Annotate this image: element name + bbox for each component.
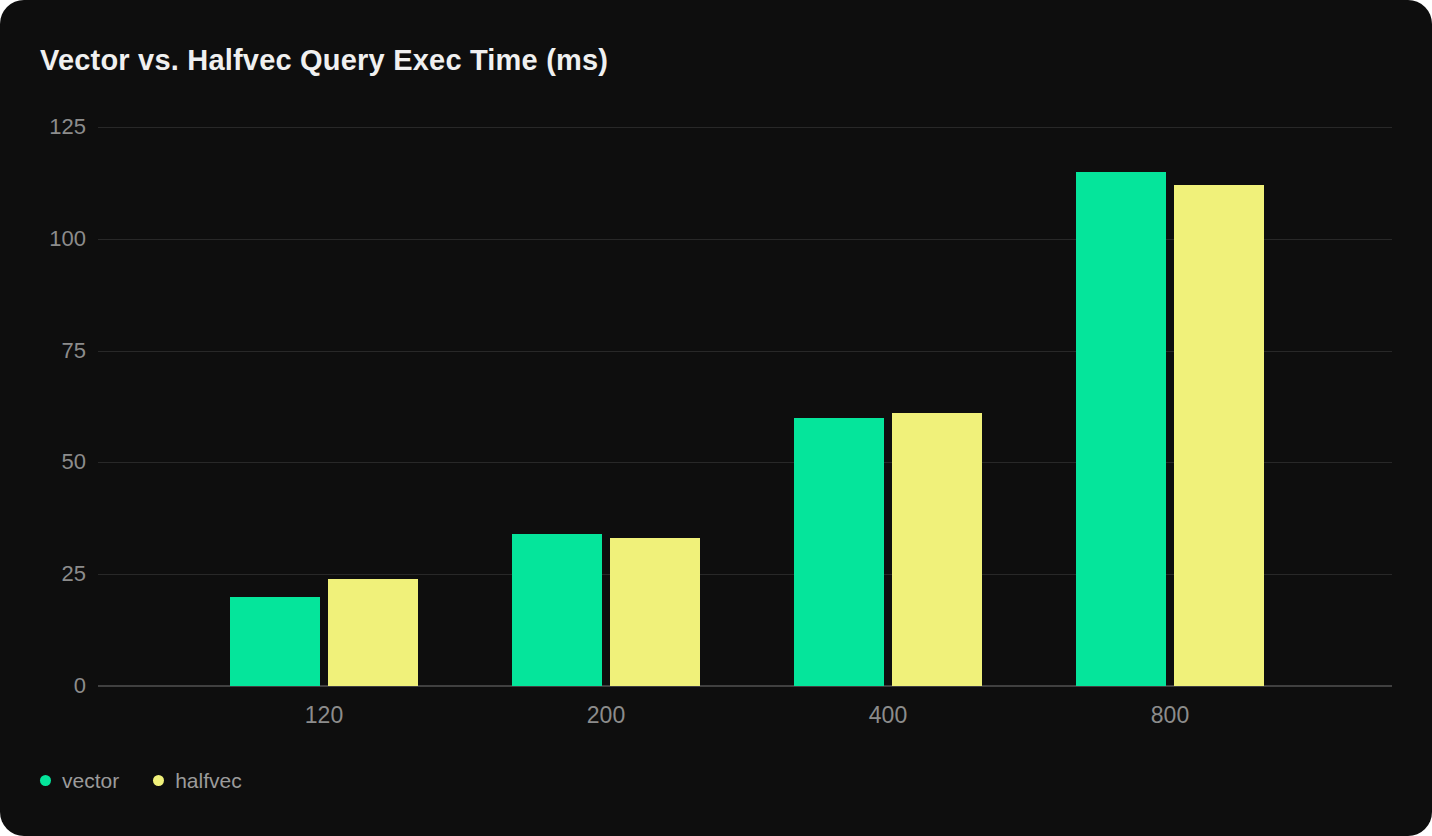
bar-halfvec-120 xyxy=(328,579,418,686)
x-axis-tick-800: 800 xyxy=(1151,704,1189,727)
bar-vector-120 xyxy=(230,597,320,686)
legend-item-vector[interactable]: vector xyxy=(40,770,119,791)
legend-item-halfvec[interactable]: halfvec xyxy=(153,770,242,791)
x-axis-tick-120: 120 xyxy=(305,704,343,727)
x-axis-tick-200: 200 xyxy=(587,704,625,727)
y-axis-tick-0: 0 xyxy=(0,675,86,697)
legend-dot-halfvec-icon xyxy=(153,775,164,786)
chart-card: Vector vs. Halfvec Query Exec Time (ms) … xyxy=(0,0,1432,836)
y-axis-tick-50: 50 xyxy=(0,451,86,473)
y-axis-tick-75: 75 xyxy=(0,340,86,362)
legend-dot-vector-icon xyxy=(40,775,51,786)
bar-halfvec-400 xyxy=(892,413,982,686)
bar-halfvec-800 xyxy=(1174,185,1264,686)
y-axis-tick-100: 100 xyxy=(0,228,86,250)
bar-halfvec-200 xyxy=(610,538,700,686)
x-axis-tick-400: 400 xyxy=(869,704,907,727)
y-axis-tick-25: 25 xyxy=(0,563,86,585)
bar-vector-200 xyxy=(512,534,602,686)
y-axis-tick-125: 125 xyxy=(0,116,86,138)
chart-legend: vector halfvec xyxy=(40,770,242,791)
legend-label-vector: vector xyxy=(62,770,119,791)
bar-vector-800 xyxy=(1076,172,1166,686)
legend-label-halfvec: halfvec xyxy=(175,770,242,791)
bar-vector-400 xyxy=(794,418,884,686)
bar-chart-plot-area: 0 25 50 75 100 125 120 200 400 800 xyxy=(0,0,1432,836)
gridline-y-125 xyxy=(98,127,1392,128)
